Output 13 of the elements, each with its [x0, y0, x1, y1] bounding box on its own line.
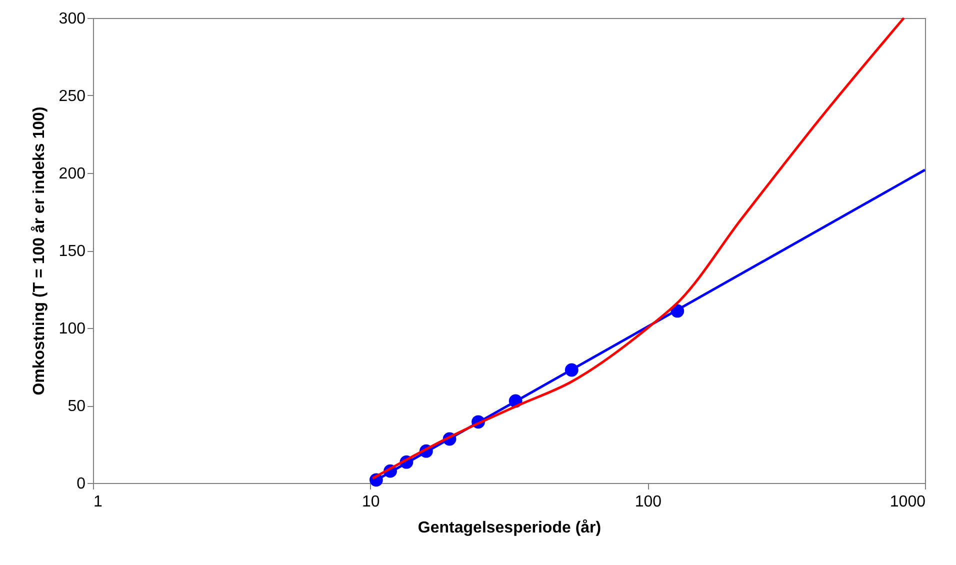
y-tick-label: 100	[58, 320, 86, 338]
x-tick-label: 1	[94, 494, 102, 510]
y-tick-label: 0	[76, 476, 86, 492]
y-tick-label: 200	[58, 166, 86, 182]
x-axis-title: Gentagelsesperiode (år)	[418, 518, 602, 536]
y-axis-title: Omkostning (T = 100 år er indeks 100)	[30, 106, 48, 396]
y-tick-label: 150	[58, 243, 86, 260]
y-tick-label: 250	[58, 88, 86, 105]
x-tick-label: 100	[634, 494, 662, 510]
x-tick-label: 10	[362, 494, 380, 510]
x-tick-label: 1000	[890, 494, 926, 510]
y-tick-label: 300	[58, 10, 86, 28]
y-tick-label: 50	[68, 398, 86, 415]
